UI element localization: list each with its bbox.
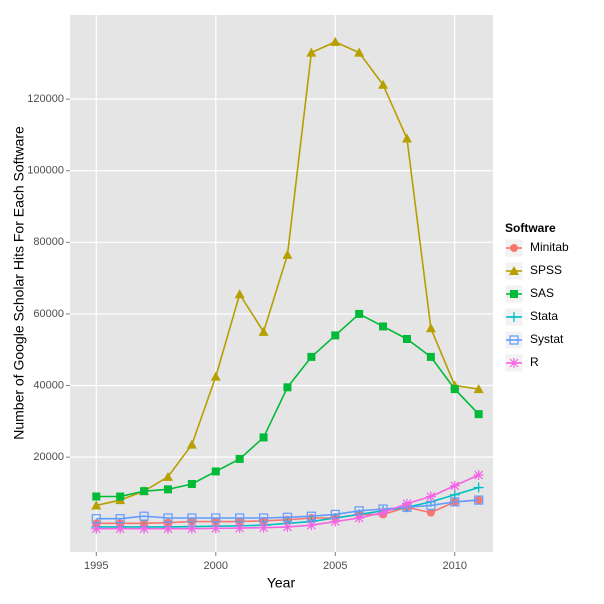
- marker: [258, 522, 269, 533]
- marker: [401, 498, 412, 509]
- marker: [187, 513, 197, 523]
- marker: [473, 470, 484, 481]
- x-tick-label: 2010: [443, 560, 467, 572]
- marker: [426, 352, 435, 361]
- x-tick-label: 1995: [84, 560, 108, 572]
- marker: [259, 433, 268, 442]
- y-tick-label: 20000: [33, 451, 64, 463]
- marker: [449, 480, 460, 491]
- marker: [378, 79, 389, 89]
- marker: [115, 514, 125, 524]
- legend-marker: [510, 244, 518, 252]
- legend-label: SAS: [530, 286, 554, 300]
- marker: [425, 323, 436, 333]
- marker: [306, 520, 317, 531]
- marker: [115, 523, 126, 534]
- marker: [258, 513, 269, 523]
- marker: [426, 508, 435, 517]
- marker: [450, 497, 460, 507]
- y-tick-label: 100000: [27, 165, 64, 177]
- legend-marker: [510, 290, 518, 298]
- marker: [282, 512, 293, 522]
- x-axis-title: Year: [267, 575, 296, 591]
- marker: [139, 523, 150, 534]
- marker: [282, 249, 293, 259]
- marker: [401, 133, 412, 143]
- marker: [187, 479, 196, 488]
- marker: [354, 512, 365, 523]
- legend-label: SPSS: [530, 263, 562, 277]
- marker: [163, 485, 172, 494]
- marker: [116, 492, 125, 501]
- marker: [402, 334, 411, 343]
- marker: [258, 326, 269, 336]
- marker: [307, 352, 316, 361]
- marker: [162, 471, 173, 481]
- marker: [331, 331, 340, 340]
- marker: [474, 410, 483, 419]
- marker: [425, 491, 436, 502]
- legend-marker: [509, 335, 519, 345]
- y-tick-label: 80000: [33, 236, 64, 248]
- marker: [91, 514, 101, 524]
- marker: [282, 521, 293, 532]
- marker: [330, 36, 341, 46]
- marker: [186, 439, 197, 449]
- legend-label: R: [530, 355, 539, 369]
- legend-label: Stata: [530, 309, 558, 323]
- legend-title: Software: [505, 221, 556, 235]
- legend-label: Systat: [530, 332, 564, 346]
- marker: [211, 513, 221, 523]
- marker: [92, 492, 101, 501]
- x-tick-label: 2005: [323, 560, 347, 572]
- y-axis-title: Number of Google Scholar Hits For Each S…: [11, 126, 27, 440]
- plot-panel: [70, 15, 493, 552]
- marker: [474, 495, 484, 505]
- marker: [379, 322, 388, 331]
- marker: [450, 385, 459, 394]
- marker: [354, 47, 365, 57]
- marker: [186, 523, 197, 534]
- marker: [91, 500, 102, 510]
- legend-marker: [509, 312, 519, 322]
- marker: [91, 523, 102, 534]
- marker: [473, 384, 484, 394]
- marker: [234, 289, 245, 299]
- marker: [355, 309, 364, 318]
- marker: [283, 383, 292, 392]
- series-line: [96, 499, 479, 520]
- y-tick-label: 120000: [27, 93, 64, 105]
- marker: [234, 523, 245, 534]
- marker: [139, 511, 149, 521]
- legend-label: Minitab: [530, 240, 569, 254]
- marker: [473, 482, 484, 493]
- marker: [306, 47, 317, 57]
- marker: [210, 371, 221, 381]
- marker: [330, 516, 341, 527]
- marker: [378, 507, 389, 518]
- marker: [140, 487, 149, 496]
- y-tick-label: 40000: [33, 379, 64, 391]
- y-tick-label: 60000: [33, 308, 64, 320]
- legend-marker: [509, 358, 519, 368]
- x-tick-label: 2000: [204, 560, 228, 572]
- marker: [163, 513, 173, 523]
- legend-marker: [509, 266, 519, 275]
- marker: [211, 467, 220, 476]
- marker: [210, 523, 221, 534]
- marker: [235, 454, 244, 463]
- marker: [162, 523, 173, 534]
- marker: [235, 513, 245, 523]
